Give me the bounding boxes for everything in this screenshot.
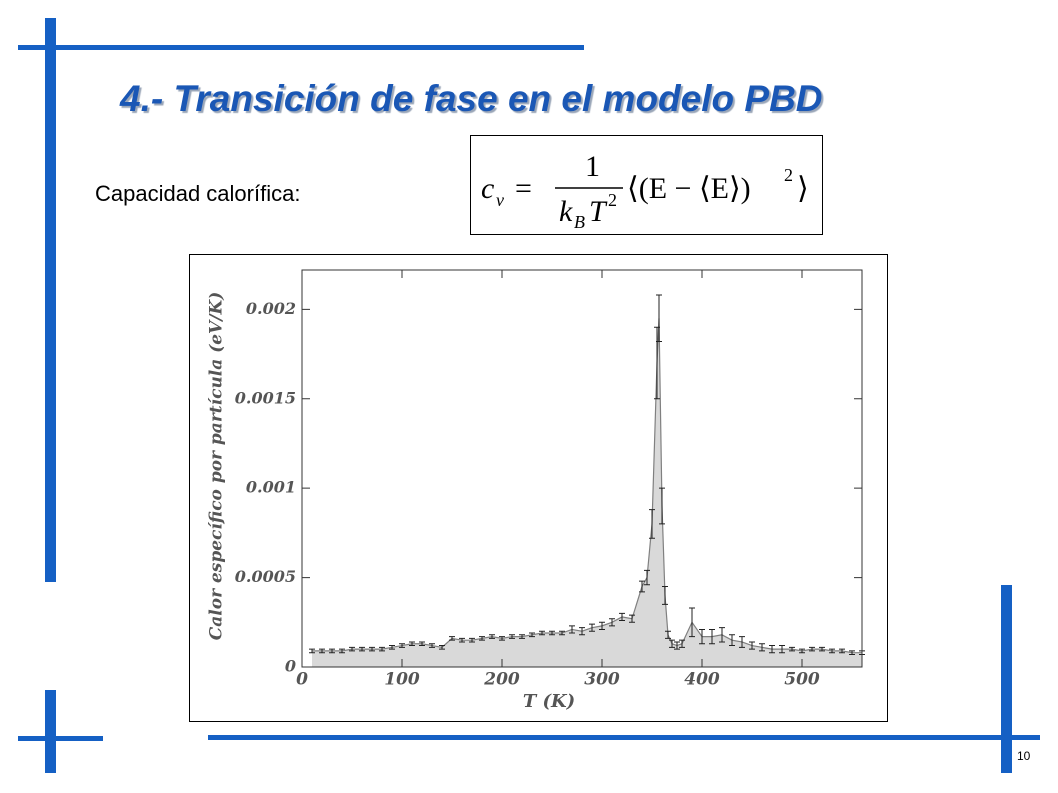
formula: c v = 1 k B T 2 ⟨(E − ⟨E⟩) 2 ⟩: [470, 135, 823, 235]
y-tick-label: 0.0005: [235, 567, 296, 586]
error-bar: [839, 648, 845, 654]
decor-line: [18, 45, 584, 50]
formula-label: Capacidad calorífica:: [95, 181, 301, 206]
line: [312, 318, 862, 654]
decor-line: [1001, 585, 1012, 773]
decor-line: [45, 690, 56, 773]
error-bar: [569, 625, 575, 634]
y-tick-label: 0.002: [246, 299, 296, 318]
error-bar: [379, 646, 385, 652]
x-tick-label: 0: [296, 670, 308, 690]
error-bar: [539, 630, 545, 636]
decor-line: [18, 736, 103, 741]
page-number: 10: [1017, 749, 1031, 763]
decor-line: [45, 18, 56, 582]
error-bar: [679, 639, 685, 648]
formula-part: ⟩: [797, 172, 809, 205]
error-bar: [749, 641, 755, 650]
error-bar: [729, 634, 735, 647]
error-bar: [779, 645, 785, 654]
error-bar: [479, 636, 485, 641]
decor-line: [208, 735, 1040, 740]
formula-part: c: [481, 172, 494, 205]
error-bar: [769, 645, 775, 654]
error-bar: [309, 648, 315, 654]
error-bar: [665, 630, 671, 639]
error-bar: [739, 636, 745, 648]
error-bar: [349, 646, 355, 652]
formula-part: T: [589, 195, 608, 228]
x-tick-label: 200: [483, 670, 520, 690]
error-bar: [669, 639, 675, 648]
error-bar: [339, 648, 345, 654]
error-bar: [659, 487, 665, 525]
formula-part: 2: [608, 190, 617, 210]
error-bar: [439, 645, 445, 650]
chart: T (K) Calor específico por partícula (eV…: [189, 254, 888, 722]
error-bar: [369, 646, 375, 652]
error-bar: [789, 646, 795, 652]
error-bar: [719, 627, 725, 643]
plot-frame: [301, 269, 863, 668]
error-bar: [329, 648, 335, 654]
error-bar: [579, 627, 585, 636]
error-bar: [649, 509, 655, 539]
error-bar: [809, 646, 815, 652]
error-bar: [662, 586, 668, 605]
y-axis-label: Calor específico por partícula (eV/K): [207, 292, 227, 641]
error-bar: [709, 628, 715, 645]
x-tick-label: 300: [584, 670, 620, 690]
error-bar: [699, 628, 705, 645]
formula-part: 2: [784, 165, 793, 185]
error-bar: [449, 636, 455, 641]
error-bar: [639, 580, 645, 593]
error-bar: [799, 648, 805, 654]
formula-part: ⟨(E − ⟨E⟩): [627, 172, 751, 205]
error-bar: [529, 632, 535, 638]
x-tick-label: 500: [784, 670, 820, 690]
error-bar: [829, 648, 835, 654]
error-bar: [399, 643, 405, 648]
error-bar: [559, 630, 565, 636]
error-bar: [499, 636, 505, 641]
error-bar: [629, 614, 635, 623]
y-tick-label: 0.001: [246, 478, 296, 497]
error-bar: [674, 641, 680, 650]
error-bar: [759, 643, 765, 652]
error-bar: [429, 643, 435, 648]
x-tick-label: 100: [384, 670, 420, 690]
error-bar: [459, 637, 465, 643]
error-bar: [589, 623, 595, 632]
error-bar: [849, 650, 855, 655]
formula-part: 1: [585, 150, 600, 183]
x-tick-label: 400: [684, 670, 720, 690]
x-axis-label: T (K): [523, 691, 575, 712]
error-bar: [419, 641, 425, 647]
error-bar: [509, 634, 515, 639]
error-bar: [549, 630, 555, 636]
error-bar: [689, 607, 695, 638]
error-bar: [489, 634, 495, 639]
error-bar: [359, 646, 365, 652]
error-bar: [656, 294, 662, 343]
error-bar: [599, 621, 605, 630]
error-bar: [644, 569, 650, 586]
formula-part: k: [559, 195, 573, 228]
formula-part: B: [574, 212, 585, 232]
error-bar: [319, 648, 325, 654]
error-bar: [469, 637, 475, 643]
error-bar: [519, 634, 525, 639]
y-tick-label: 0: [285, 657, 296, 676]
error-bar: [619, 612, 625, 622]
formula-part: =: [515, 172, 532, 205]
error-bar: [609, 618, 615, 627]
error-bar: [409, 641, 415, 647]
slide-title: 4.- Transición de fase en el modelo PBD: [120, 78, 823, 119]
formula-svg: c v = 1 k B T 2 ⟨(E − ⟨E⟩) 2 ⟩: [481, 150, 809, 232]
formula-part: v: [496, 190, 504, 210]
y-tick-label: 0.0015: [235, 388, 296, 407]
error-bar: [819, 646, 825, 652]
error-bar: [389, 645, 395, 650]
